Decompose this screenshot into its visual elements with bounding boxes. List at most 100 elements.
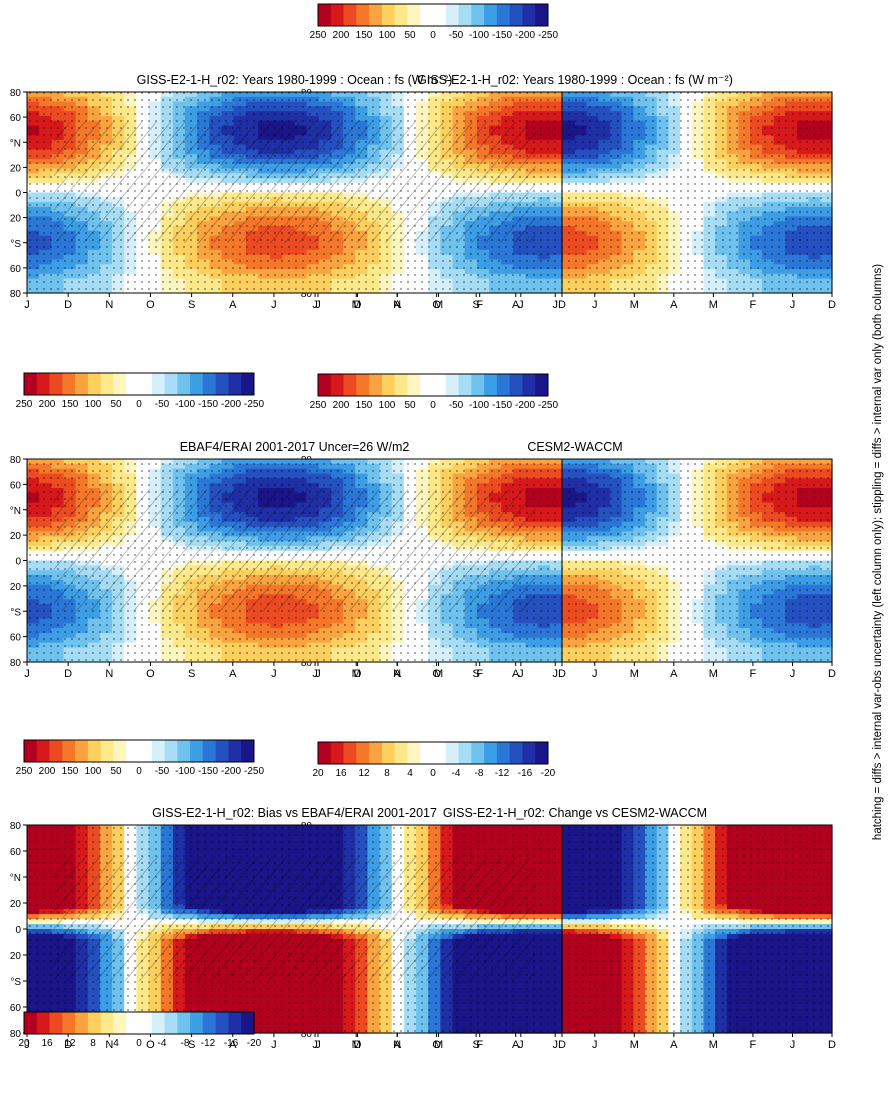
- colorbar-swatch: [164, 373, 178, 395]
- x-tick-label: J: [552, 299, 558, 311]
- colorbar-swatch: [496, 4, 511, 26]
- x-tick-label: D: [828, 299, 836, 311]
- colorbar-swatch: [62, 373, 76, 395]
- colorbar-swatch: [126, 373, 140, 395]
- colorbar-label: -150: [492, 30, 512, 41]
- x-tick-label: J: [790, 299, 796, 311]
- x-tick-label: J: [24, 299, 30, 311]
- colorbar-swatch: [202, 373, 217, 395]
- y-tick-label: °N: [10, 138, 21, 149]
- x-tick-label: J: [592, 299, 598, 311]
- x-tick-label: M: [630, 299, 639, 311]
- colorbar-label: -150: [198, 399, 218, 410]
- colorbar-swatch: [484, 4, 498, 26]
- x-tick-label: J: [312, 299, 318, 311]
- colorbar-label: -50: [449, 30, 464, 41]
- colorbar-swatch: [509, 4, 523, 26]
- colorbar-swatch: [420, 4, 434, 26]
- y-tick-label: 80: [10, 88, 22, 99]
- colorbar-swatch: [36, 373, 50, 395]
- panel-title: GISS-E2-1-H_r02: Years 1980-1999 : Ocean…: [137, 73, 453, 87]
- colorbar-top-left: 250 200 150 100 50 0 -50 -100 -150 -200 -250: [16, 372, 264, 410]
- x-tick-label: M: [352, 299, 361, 311]
- colorbar-swatch: [522, 4, 536, 26]
- colorbar-label: 50: [404, 30, 416, 41]
- x-tick-label: D: [64, 299, 72, 311]
- colorbar-swatch: [139, 373, 153, 395]
- x-tick-label: O: [146, 299, 155, 311]
- colorbar-label: 200: [333, 30, 350, 41]
- y-tick-label: 60: [10, 113, 22, 124]
- colorbar-swatch: [394, 4, 408, 26]
- colorbar-swatch: [241, 373, 255, 395]
- panel-top-left: GISS-E2-1-H_r02: Years 1980-1999 : Ocean…: [10, 73, 566, 410]
- colorbar-swatch: [369, 4, 383, 26]
- x-tick-label: A: [512, 299, 520, 311]
- colorbar-swatch: [433, 4, 447, 26]
- colorbar-label: -50: [155, 399, 170, 410]
- colorbar-swatch: [356, 4, 370, 26]
- colorbar-swatch: [87, 373, 102, 395]
- y-tick-label: 80: [301, 289, 313, 300]
- hatching-overlay: [53, 122, 536, 243]
- colorbar-label: 0: [136, 399, 142, 410]
- x-tick-label: S: [188, 299, 195, 311]
- colorbar-label: -200: [221, 399, 241, 410]
- x-tick-label: D: [354, 299, 362, 311]
- x-tick-label: M: [709, 299, 718, 311]
- colorbar-top-right: 250 200 150 100 50 0 -50 -100 -150 -200 -250: [310, 3, 558, 41]
- colorbar-swatch: [75, 373, 89, 395]
- y-tick-label: 0: [15, 189, 21, 200]
- x-tick-label: F: [750, 299, 757, 311]
- colorbar-swatch: [458, 4, 472, 26]
- colorbar-label: -100: [469, 30, 489, 41]
- colorbar-swatch: [330, 4, 344, 26]
- colorbar-swatch: [113, 373, 127, 395]
- colorbar-label: 100: [379, 30, 396, 41]
- colorbar-swatch: [318, 4, 332, 26]
- colorbar-swatch: [228, 373, 242, 395]
- colorbar-swatch: [381, 4, 396, 26]
- colorbar-label: -250: [538, 30, 558, 41]
- colorbar-swatch: [471, 4, 485, 26]
- colorbar-swatch: [177, 373, 191, 395]
- y-tick-label: 20: [10, 163, 22, 174]
- y-tick-label: 80: [10, 289, 22, 300]
- colorbar-swatch: [100, 373, 114, 395]
- colorbar-label: 150: [356, 30, 373, 41]
- x-tick-label: N: [105, 299, 113, 311]
- colorbar-label: -100: [175, 399, 195, 410]
- heatmap-top-left: [27, 92, 563, 294]
- x-tick-label: S: [472, 299, 479, 311]
- colorbar-swatch: [190, 373, 204, 395]
- colorbar-swatch: [535, 4, 549, 26]
- colorbar-swatch: [151, 373, 165, 395]
- x-tick-label: N: [393, 299, 401, 311]
- x-tick-label: M: [434, 299, 443, 311]
- x-tick-label: A: [229, 299, 237, 311]
- colorbar-swatch: [407, 4, 421, 26]
- colorbar-label: 0: [430, 30, 436, 41]
- colorbar-label: 250: [16, 399, 33, 410]
- colorbar-label: -250: [244, 399, 264, 410]
- colorbar-swatch: [343, 4, 357, 26]
- x-tick-label: O: [432, 299, 441, 311]
- x-tick-label: A: [670, 299, 678, 311]
- x-tick-label: J: [518, 299, 524, 311]
- x-tick-label: J: [315, 299, 321, 311]
- y-tick-label: °S: [10, 239, 21, 250]
- y-tick-label: 20: [10, 214, 22, 225]
- x-tick-label: J: [271, 299, 277, 311]
- colorbar-label: 200: [39, 399, 56, 410]
- x-tick-label: D: [558, 299, 566, 311]
- colorbar-label: 250: [310, 30, 327, 41]
- colorbar-label: -200: [515, 30, 535, 41]
- colorbar-frame: [317, 3, 549, 27]
- colorbar-label: 150: [62, 399, 79, 410]
- x-tick-label: F: [476, 299, 483, 311]
- figure-footer-note: hatching = diffs > internal var-obs unce…: [872, 264, 884, 840]
- colorbar-label: 50: [110, 399, 122, 410]
- panel-title: GISS-E2-1-H_r02: Years 1980-1999 : Ocean…: [417, 73, 733, 87]
- x-tick-label: A: [394, 299, 402, 311]
